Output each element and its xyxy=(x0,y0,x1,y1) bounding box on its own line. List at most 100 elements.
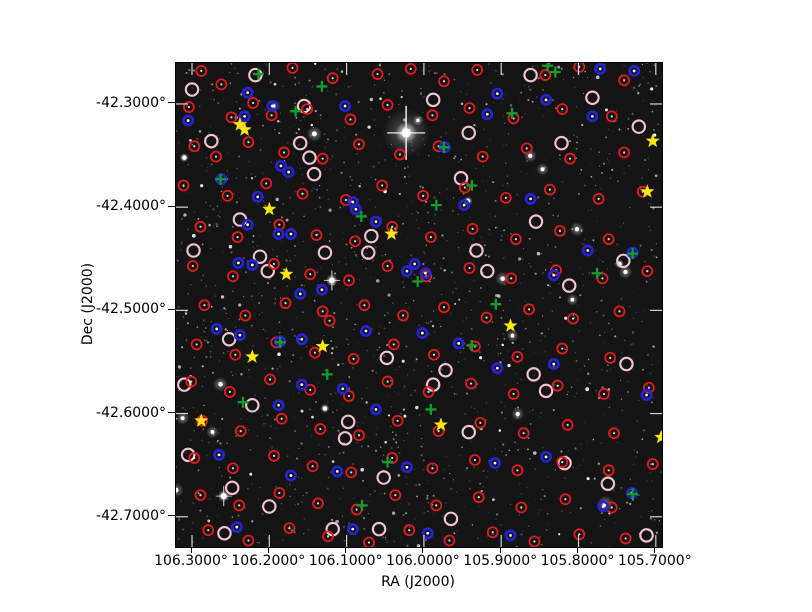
marker-blue-circle xyxy=(504,529,517,542)
marker-star-dot xyxy=(289,474,293,477)
marker-blue-circle xyxy=(284,469,297,482)
marker-red-circle xyxy=(343,390,355,402)
marker-star-dot xyxy=(473,458,477,462)
marker-star-dot xyxy=(335,469,339,473)
marker-red-circle xyxy=(539,69,552,81)
marker-star-dot xyxy=(426,531,430,535)
marker-blue-circle xyxy=(452,337,465,350)
marker-red-circle xyxy=(227,270,239,283)
marker-red-circle xyxy=(511,350,524,363)
marker-red-circle xyxy=(397,309,409,322)
marker-star-dot xyxy=(420,331,424,335)
marker-star-dot xyxy=(525,147,528,150)
marker-blue-circle xyxy=(294,287,307,300)
marker-red-circle xyxy=(358,299,371,312)
marker-star-dot xyxy=(234,353,237,356)
marker-yellow-star xyxy=(261,201,277,216)
marker-yellow-star xyxy=(384,226,399,241)
marker-red-circle xyxy=(233,499,246,512)
marker-star-dot xyxy=(186,119,190,122)
marker-star-dot xyxy=(195,343,198,346)
marker-red-circle xyxy=(517,427,530,440)
marker-red-circle xyxy=(188,452,201,464)
marker-red-circle xyxy=(344,113,357,126)
marker-star-dot xyxy=(646,270,649,273)
marker-star-dot xyxy=(357,143,361,146)
series-pink-circles xyxy=(177,67,654,543)
marker-green-cross xyxy=(252,68,264,80)
marker-green-cross xyxy=(627,248,639,260)
bright-star xyxy=(323,270,340,291)
marker-pink-circle xyxy=(425,92,441,108)
marker-star-dot xyxy=(618,310,621,313)
marker-star-dot xyxy=(199,493,202,497)
marker-yellow-star xyxy=(278,266,294,281)
marker-blue-circle xyxy=(349,203,362,216)
marker-star-dot xyxy=(485,112,489,116)
marker-star-dot xyxy=(230,116,233,119)
marker-pink-circle xyxy=(376,470,391,485)
marker-blue-circle xyxy=(419,267,432,280)
marker-pink-circle xyxy=(585,90,600,106)
marker-red-circle xyxy=(463,262,476,274)
marker-star-dot xyxy=(462,203,466,207)
marker-blue-circle xyxy=(416,327,429,340)
marker-star-dot xyxy=(256,195,260,199)
marker-star-dot xyxy=(270,114,273,117)
marker-red-circle xyxy=(602,233,615,246)
marker-red-circle xyxy=(505,272,518,285)
marker-star-dot xyxy=(363,304,366,307)
marker-blue-circle xyxy=(547,269,560,282)
marker-red-circle xyxy=(381,375,394,388)
marker-star-dot xyxy=(632,69,636,73)
marker-pink-circle xyxy=(221,332,237,347)
marker-pink-circle xyxy=(317,245,333,260)
marker-red-circle xyxy=(403,524,416,537)
marker-blue-circle xyxy=(408,257,421,270)
marker-red-circle xyxy=(618,74,631,87)
marker-pink-circle xyxy=(252,249,268,264)
marker-red-circle xyxy=(511,464,524,477)
marker-pink-circle xyxy=(306,166,322,182)
marker-yellow-star xyxy=(244,349,260,364)
marker-star-dot xyxy=(226,194,229,197)
marker-star-dot xyxy=(609,356,612,359)
x-tick-mark xyxy=(422,547,424,553)
marker-pink-circle xyxy=(302,150,317,165)
marker-red-circle xyxy=(194,220,207,233)
marker-red-circle xyxy=(323,314,336,327)
sky-image xyxy=(176,63,662,547)
marker-blue-circle xyxy=(246,259,259,271)
marker-star-dot xyxy=(386,103,389,107)
x-tick-label-4: 105.9000° xyxy=(463,553,538,569)
marker-pink-circle xyxy=(461,424,476,440)
marker-star-dot xyxy=(247,141,250,144)
marker-blue-circle xyxy=(241,218,254,231)
marker-green-cross xyxy=(591,267,603,279)
marker-red-circle xyxy=(438,75,450,88)
marker-red-circle xyxy=(443,534,456,547)
marker-yellow-star xyxy=(315,338,330,353)
bright-star xyxy=(215,486,232,507)
marker-red-circle xyxy=(339,194,352,206)
marker-star-dot xyxy=(392,343,395,346)
marker-star-dot xyxy=(347,394,351,398)
marker-red-circle xyxy=(592,193,605,205)
marker-star-dot xyxy=(564,498,567,501)
marker-star-dot xyxy=(351,200,355,204)
x-tick-mark xyxy=(577,547,578,553)
marker-star-dot xyxy=(316,502,320,505)
marker-star-dot xyxy=(623,151,626,154)
marker-star-dot xyxy=(485,316,488,319)
marker-star-dot xyxy=(568,157,572,160)
marker-pink-circle xyxy=(631,119,647,134)
marker-star-dot xyxy=(235,525,239,529)
marker-star-dot xyxy=(624,537,627,540)
marker-star-dot xyxy=(405,465,409,469)
marker-star-dot xyxy=(516,469,519,472)
marker-star-dot xyxy=(431,467,434,470)
y-tick-mark xyxy=(168,205,175,207)
x-tick-mark xyxy=(499,547,501,553)
marker-blue-circle xyxy=(491,87,504,100)
marker-red-circle xyxy=(296,187,309,200)
